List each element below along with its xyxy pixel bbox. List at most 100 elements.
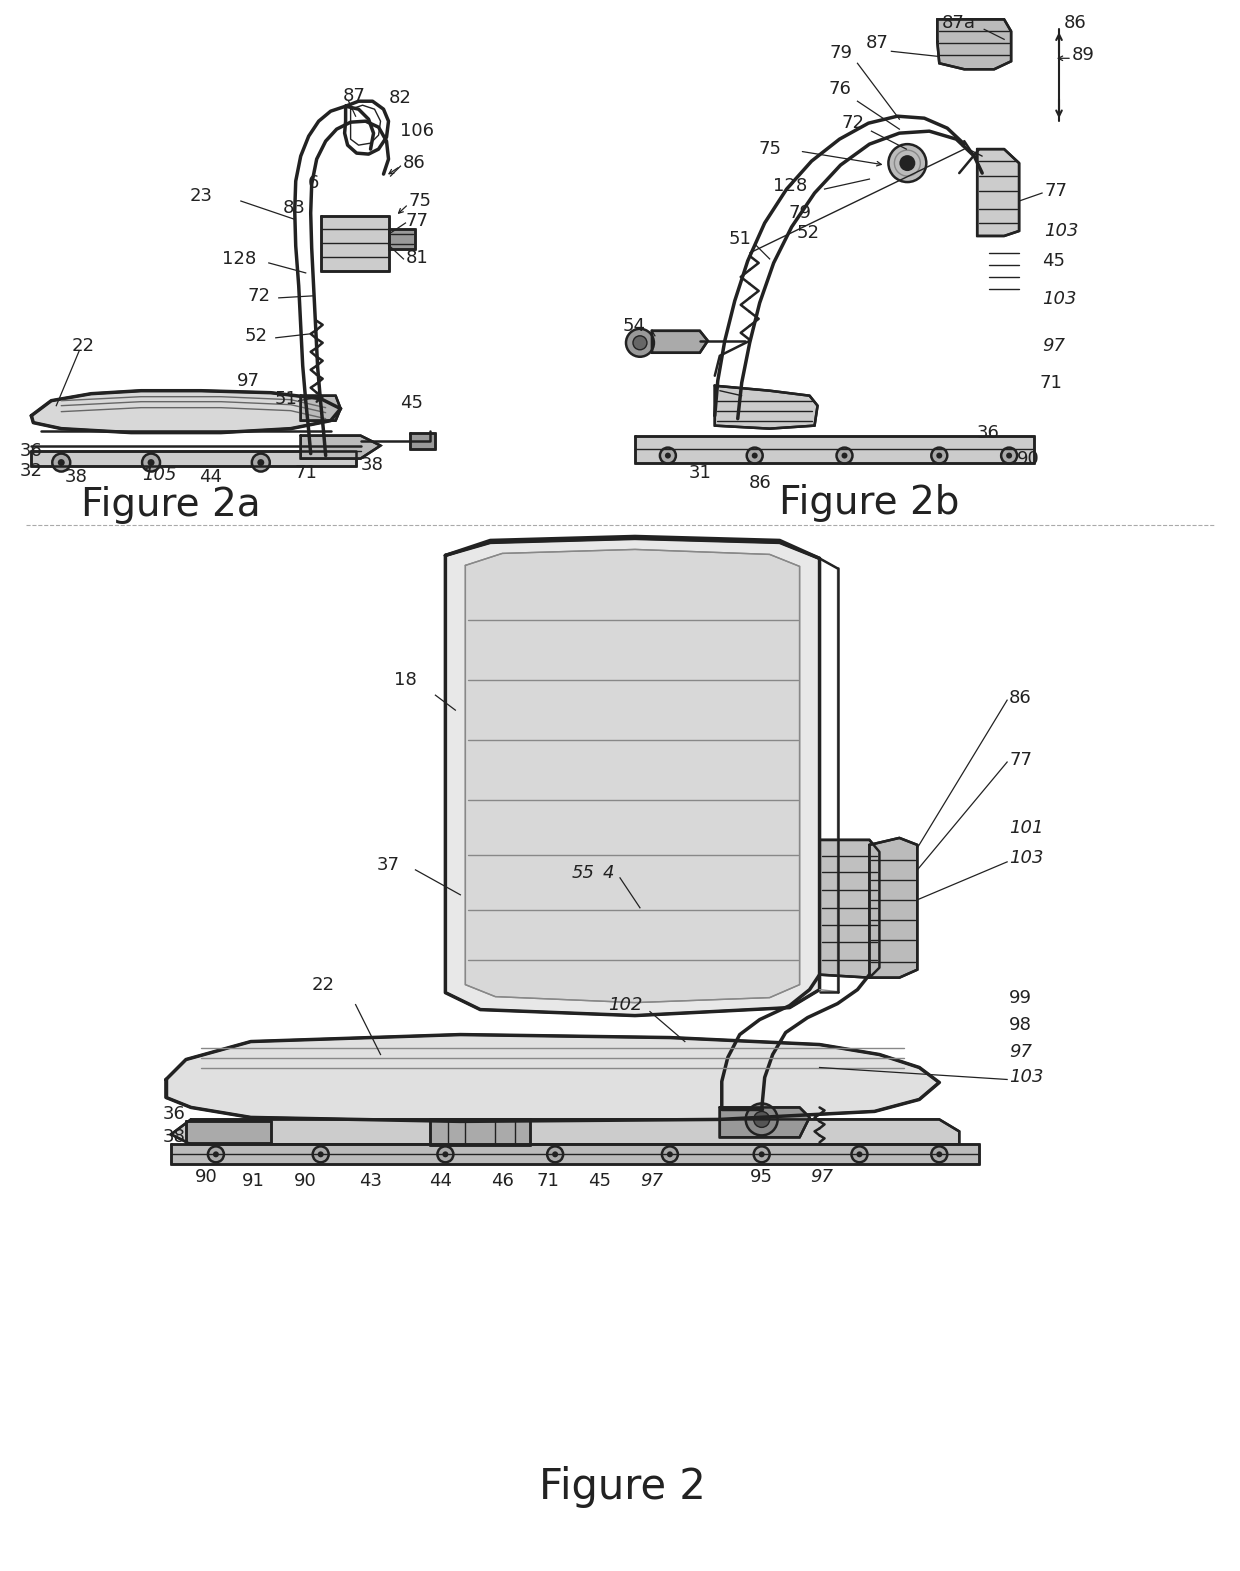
Text: 97: 97 bbox=[237, 372, 260, 390]
Text: 86: 86 bbox=[1009, 690, 1032, 707]
Text: 87a: 87a bbox=[942, 14, 976, 33]
Circle shape bbox=[888, 145, 926, 182]
Polygon shape bbox=[301, 435, 381, 459]
Text: 97: 97 bbox=[810, 1169, 833, 1186]
Circle shape bbox=[438, 1147, 454, 1163]
Circle shape bbox=[317, 1152, 324, 1158]
Circle shape bbox=[662, 1147, 678, 1163]
Text: 45: 45 bbox=[589, 1172, 611, 1191]
Text: 90: 90 bbox=[294, 1172, 317, 1191]
Circle shape bbox=[837, 448, 852, 463]
Circle shape bbox=[208, 1147, 224, 1163]
Polygon shape bbox=[171, 1120, 960, 1144]
Circle shape bbox=[759, 1152, 765, 1158]
Circle shape bbox=[931, 1147, 947, 1163]
Text: 86: 86 bbox=[1064, 14, 1086, 33]
Text: 46: 46 bbox=[491, 1172, 513, 1191]
Polygon shape bbox=[719, 1108, 810, 1137]
Circle shape bbox=[660, 448, 676, 463]
Circle shape bbox=[552, 1152, 558, 1158]
Polygon shape bbox=[186, 1122, 270, 1144]
Circle shape bbox=[547, 1147, 563, 1163]
Circle shape bbox=[312, 1147, 329, 1163]
Polygon shape bbox=[430, 1120, 531, 1145]
Text: 102: 102 bbox=[608, 996, 642, 1013]
Polygon shape bbox=[388, 229, 415, 248]
Text: 81: 81 bbox=[405, 248, 428, 267]
Text: 38: 38 bbox=[164, 1128, 186, 1147]
Text: 90: 90 bbox=[1017, 449, 1040, 468]
Text: 91: 91 bbox=[242, 1172, 264, 1191]
Text: 4: 4 bbox=[603, 864, 614, 881]
Text: 77: 77 bbox=[405, 212, 429, 229]
Circle shape bbox=[58, 459, 64, 467]
Circle shape bbox=[258, 459, 264, 467]
Polygon shape bbox=[301, 396, 341, 421]
Circle shape bbox=[936, 452, 942, 459]
Text: 82: 82 bbox=[388, 90, 412, 107]
Circle shape bbox=[148, 459, 155, 467]
Text: 45: 45 bbox=[401, 394, 424, 412]
Circle shape bbox=[857, 1152, 863, 1158]
Text: 44: 44 bbox=[200, 468, 222, 485]
Circle shape bbox=[443, 1152, 449, 1158]
Text: 71: 71 bbox=[1039, 374, 1061, 391]
Text: 32: 32 bbox=[20, 462, 42, 479]
Polygon shape bbox=[820, 840, 879, 977]
Text: 106: 106 bbox=[401, 123, 434, 140]
Circle shape bbox=[252, 454, 270, 471]
Circle shape bbox=[213, 1152, 219, 1158]
Text: 76: 76 bbox=[828, 80, 851, 99]
Text: 77: 77 bbox=[1009, 751, 1032, 770]
Text: 101: 101 bbox=[1009, 818, 1044, 837]
Circle shape bbox=[745, 1103, 777, 1136]
Polygon shape bbox=[937, 19, 1011, 69]
Circle shape bbox=[1001, 448, 1017, 463]
Polygon shape bbox=[31, 391, 341, 432]
Text: Figure 2: Figure 2 bbox=[538, 1466, 706, 1508]
Circle shape bbox=[143, 454, 160, 471]
Text: 87: 87 bbox=[866, 35, 889, 52]
Text: 97: 97 bbox=[1042, 336, 1065, 355]
Text: 71: 71 bbox=[537, 1172, 559, 1191]
Text: 36: 36 bbox=[20, 441, 42, 460]
Circle shape bbox=[936, 1152, 942, 1158]
Polygon shape bbox=[714, 386, 817, 429]
Text: 79: 79 bbox=[830, 44, 852, 63]
Text: 75: 75 bbox=[408, 192, 432, 211]
Text: 87: 87 bbox=[343, 88, 366, 105]
Text: 72: 72 bbox=[842, 115, 866, 132]
Circle shape bbox=[852, 1147, 868, 1163]
Text: 31: 31 bbox=[688, 463, 712, 482]
Text: Figure 2b: Figure 2b bbox=[779, 484, 960, 522]
Polygon shape bbox=[465, 550, 800, 1002]
Text: 18: 18 bbox=[394, 671, 417, 690]
Text: 79: 79 bbox=[789, 204, 811, 222]
Text: Figure 2a: Figure 2a bbox=[81, 487, 260, 525]
Polygon shape bbox=[635, 435, 1034, 462]
Text: 99: 99 bbox=[1009, 988, 1032, 1007]
Text: 6: 6 bbox=[308, 174, 320, 192]
Text: 105: 105 bbox=[141, 465, 176, 484]
Text: 51: 51 bbox=[728, 229, 751, 248]
Text: 44: 44 bbox=[429, 1172, 451, 1191]
Circle shape bbox=[1006, 452, 1012, 459]
Text: 83: 83 bbox=[283, 200, 306, 217]
Circle shape bbox=[632, 336, 647, 350]
Polygon shape bbox=[977, 149, 1019, 236]
Polygon shape bbox=[166, 1035, 939, 1122]
Text: 22: 22 bbox=[71, 336, 94, 355]
Text: 72: 72 bbox=[247, 287, 270, 305]
Polygon shape bbox=[869, 837, 918, 977]
Text: 52: 52 bbox=[244, 327, 268, 344]
Circle shape bbox=[746, 448, 763, 463]
Text: 51: 51 bbox=[274, 390, 298, 408]
Text: 45: 45 bbox=[1042, 251, 1065, 270]
Circle shape bbox=[931, 448, 947, 463]
Text: 89: 89 bbox=[1073, 46, 1095, 64]
Text: 97: 97 bbox=[1009, 1043, 1032, 1060]
Text: 36: 36 bbox=[164, 1106, 186, 1123]
Text: 128: 128 bbox=[222, 250, 255, 269]
Text: 36: 36 bbox=[976, 424, 999, 441]
Circle shape bbox=[665, 452, 671, 459]
